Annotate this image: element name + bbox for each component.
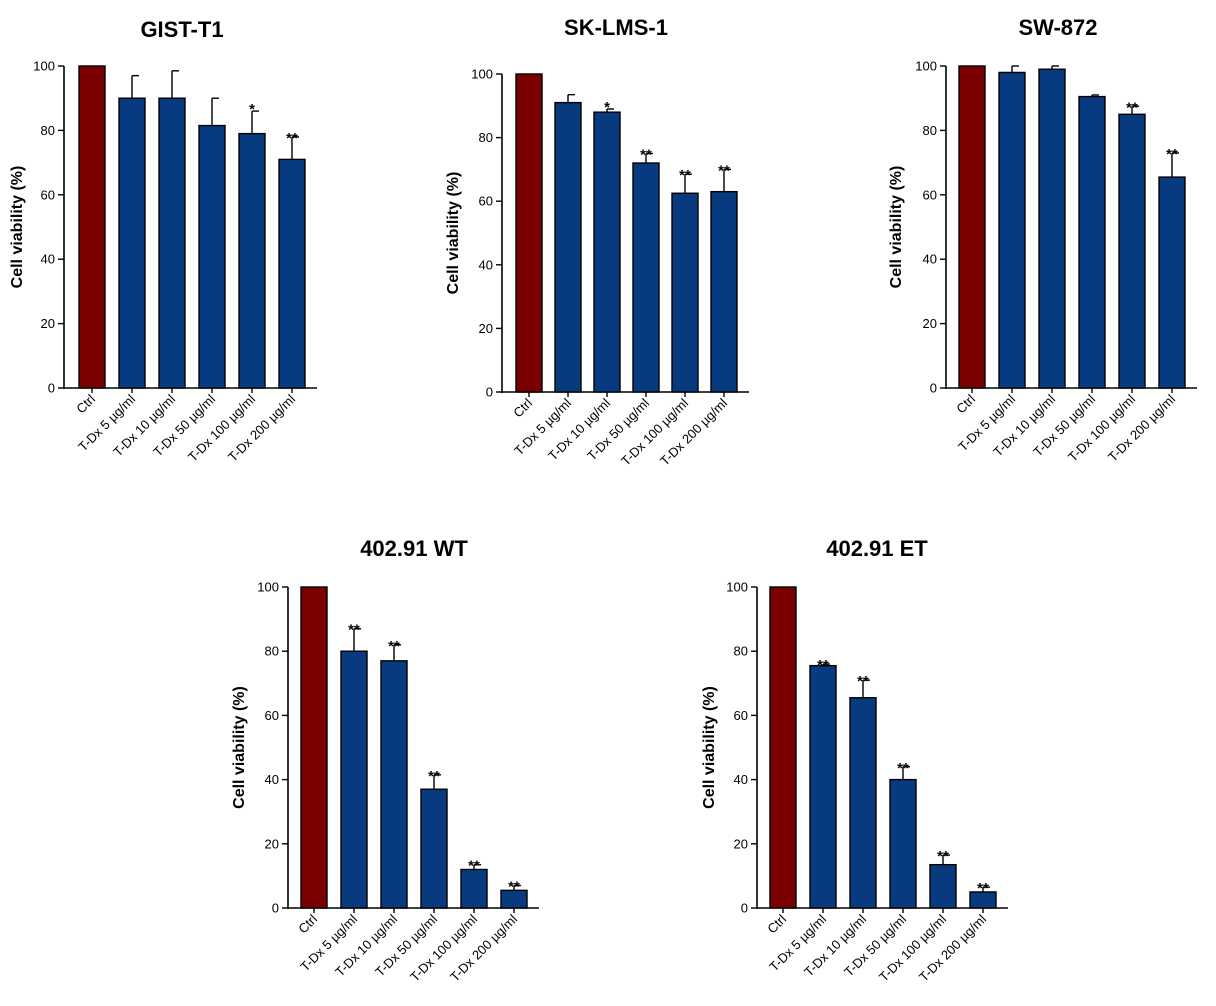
significance-marker: ** bbox=[937, 848, 949, 865]
y-tick-label: 100 bbox=[915, 59, 937, 74]
y-tick-label: 0 bbox=[930, 381, 937, 396]
y-tick-label: 20 bbox=[265, 836, 279, 851]
bar bbox=[420, 788, 448, 909]
y-tick-label: 0 bbox=[486, 385, 493, 400]
y-axis-label: Cell viability (%) bbox=[701, 686, 718, 809]
y-tick-label: 20 bbox=[734, 836, 748, 851]
significance-marker: ** bbox=[640, 147, 652, 164]
y-axis-label: Cell viability (%) bbox=[445, 172, 462, 295]
bar bbox=[158, 97, 186, 389]
y-tick-label: 60 bbox=[923, 187, 937, 202]
y-tick-label: 60 bbox=[479, 194, 493, 209]
y-tick-label: 80 bbox=[479, 130, 493, 145]
significance-marker: ** bbox=[508, 879, 520, 896]
bar bbox=[300, 586, 328, 909]
bar bbox=[278, 158, 306, 389]
y-tick-label: 100 bbox=[33, 59, 55, 74]
category-label: Ctrl bbox=[295, 911, 320, 936]
significance-marker: ** bbox=[857, 673, 869, 690]
y-tick-label: 60 bbox=[265, 708, 279, 723]
y-tick-label: 0 bbox=[272, 901, 279, 916]
bar bbox=[515, 73, 543, 393]
bar bbox=[1118, 113, 1146, 389]
significance-marker: ** bbox=[1126, 99, 1138, 116]
y-tick-label: 20 bbox=[923, 316, 937, 331]
bar bbox=[554, 101, 582, 393]
y-tick-label: 20 bbox=[41, 316, 55, 331]
y-tick-label: 100 bbox=[471, 67, 493, 82]
bar bbox=[769, 586, 797, 909]
bar bbox=[998, 71, 1026, 389]
bar bbox=[198, 124, 226, 389]
bar bbox=[593, 111, 621, 393]
y-tick-label: 60 bbox=[41, 187, 55, 202]
y-tick-label: 100 bbox=[257, 580, 279, 595]
significance-marker: ** bbox=[1166, 146, 1178, 163]
y-axis-label: Cell viability (%) bbox=[9, 166, 26, 289]
bar bbox=[671, 192, 699, 393]
bar bbox=[460, 868, 488, 909]
y-tick-label: 60 bbox=[734, 708, 748, 723]
y-tick-label: 40 bbox=[734, 772, 748, 787]
bar bbox=[1038, 68, 1066, 389]
category-label: T-Dx 100 µg/ml bbox=[618, 395, 691, 468]
chart-title: 402.91 WT bbox=[360, 536, 468, 561]
category-label: Ctrl bbox=[510, 395, 535, 420]
category-label: Ctrl bbox=[764, 911, 789, 936]
bar bbox=[809, 664, 837, 909]
y-tick-label: 100 bbox=[726, 580, 748, 595]
bar bbox=[929, 863, 957, 909]
bar bbox=[1078, 95, 1106, 389]
significance-marker: ** bbox=[388, 638, 400, 655]
y-tick-label: 40 bbox=[923, 252, 937, 267]
y-tick-label: 0 bbox=[741, 901, 748, 916]
chart-3: SW-872 Cell viability (%) 0 20 40 60 80 100 Ctrl… bbox=[888, 15, 1197, 465]
bar bbox=[380, 660, 408, 909]
significance-marker: ** bbox=[679, 167, 691, 184]
bar bbox=[632, 162, 660, 393]
y-axis-label: Cell viability (%) bbox=[231, 686, 248, 809]
chart-5: 402.91 ET Cell viability (%) 0 20 40 60 80 100 C… bbox=[701, 536, 1008, 985]
y-tick-label: 40 bbox=[479, 257, 493, 272]
bar bbox=[849, 697, 877, 909]
significance-marker: ** bbox=[718, 162, 730, 179]
significance-marker: * bbox=[249, 101, 255, 118]
significance-marker: ** bbox=[428, 768, 440, 785]
y-tick-label: 40 bbox=[41, 252, 55, 267]
chart-title: 402.91 ET bbox=[826, 536, 928, 561]
chart-1: GIST-T1 Cell viability (%) 0 20 40 60 80 100 Ctr… bbox=[9, 17, 317, 465]
bar bbox=[889, 778, 917, 909]
category-label: Ctrl bbox=[953, 391, 978, 416]
bar bbox=[238, 132, 266, 389]
chart-title: GIST-T1 bbox=[140, 17, 223, 42]
bar bbox=[78, 65, 106, 389]
category-label: Ctrl bbox=[73, 391, 98, 416]
chart-4: 402.91 WT Cell viability (%) 0 20 40 60 80 100 C… bbox=[231, 536, 539, 985]
chart-2: SK-LMS-1 Cell viability (%) 0 20 40 60 80 100 Ct… bbox=[445, 15, 749, 469]
y-tick-label: 80 bbox=[734, 644, 748, 659]
bar bbox=[958, 65, 986, 389]
significance-marker: ** bbox=[817, 657, 829, 674]
y-axis-label: Cell viability (%) bbox=[888, 166, 905, 289]
significance-marker: ** bbox=[348, 622, 360, 639]
y-tick-label: 80 bbox=[41, 123, 55, 138]
y-tick-label: 80 bbox=[923, 123, 937, 138]
bar bbox=[118, 97, 146, 389]
y-tick-label: 0 bbox=[48, 381, 55, 396]
category-label: T-Dx 200 µg/ml bbox=[657, 395, 730, 468]
chart-title: SK-LMS-1 bbox=[564, 15, 668, 40]
y-tick-label: 80 bbox=[265, 644, 279, 659]
bar bbox=[340, 650, 368, 909]
chart-title: SW-872 bbox=[1018, 15, 1097, 40]
y-tick-label: 40 bbox=[265, 772, 279, 787]
y-tick-label: 20 bbox=[479, 321, 493, 336]
bar bbox=[710, 190, 738, 393]
significance-marker: ** bbox=[468, 858, 480, 875]
significance-marker: * bbox=[604, 99, 610, 116]
significance-marker: ** bbox=[977, 880, 989, 897]
significance-marker: ** bbox=[286, 130, 298, 147]
bar bbox=[1158, 176, 1186, 389]
significance-marker: ** bbox=[897, 760, 909, 777]
